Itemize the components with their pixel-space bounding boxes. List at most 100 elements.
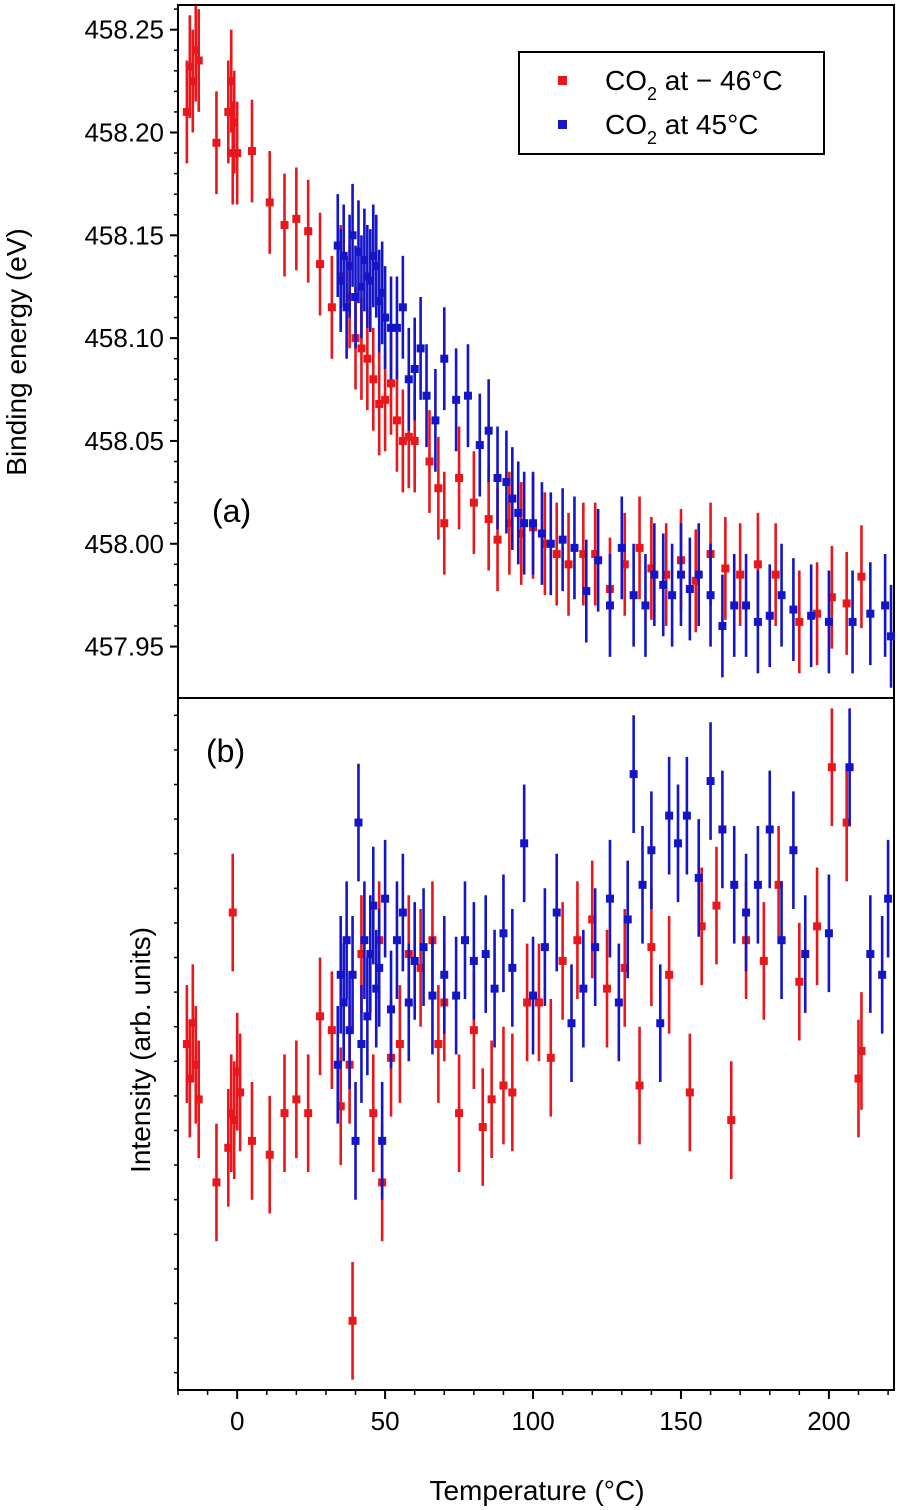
data-point-s0-61: [842, 551, 851, 655]
marker: [224, 1143, 233, 1152]
marker: [440, 519, 449, 528]
data-point-s0-34: [455, 426, 464, 530]
data-point-s1-12: [369, 204, 378, 308]
data-point-s0-7: [227, 29, 236, 133]
data-point-s0-13: [280, 173, 289, 277]
marker: [363, 354, 372, 363]
marker: [665, 811, 674, 820]
data-point-s1-62: [848, 570, 857, 674]
marker: [774, 880, 783, 889]
marker: [523, 998, 532, 1007]
marker: [635, 1081, 644, 1090]
marker: [351, 293, 360, 302]
marker: [182, 1040, 191, 1048]
data-point-s0-62: [857, 525, 866, 629]
marker: [333, 1060, 342, 1069]
marker: [410, 956, 419, 965]
data-point-s0-1: [185, 1019, 194, 1138]
data-point-s1-33: [514, 461, 523, 565]
data-point-s1-48: [668, 543, 677, 647]
marker: [333, 241, 342, 250]
y-tick-label-0: 457.95: [84, 632, 164, 662]
data-point-s1-23: [422, 344, 431, 448]
data-point-s1-46: [650, 523, 659, 627]
marker: [342, 303, 351, 312]
data-point-s1-5: [348, 183, 357, 287]
data-point-s1-63: [866, 562, 875, 666]
data-point-s1-32: [520, 784, 529, 903]
data-point-s1-54: [730, 554, 739, 657]
data-point-s1-29: [484, 379, 493, 483]
data-point-s1-50: [706, 722, 715, 840]
data-point-s0-52: [691, 529, 700, 633]
marker: [789, 605, 798, 614]
data-point-s1-45: [656, 964, 665, 1083]
marker: [603, 984, 612, 993]
data-point-s1-2: [339, 943, 348, 1062]
data-point-s1-39: [570, 496, 579, 600]
marker: [694, 570, 703, 579]
marker: [771, 570, 780, 579]
marker: [514, 508, 523, 517]
data-point-s0-17: [327, 255, 336, 359]
marker: [484, 426, 493, 435]
data-point-s1-62: [878, 915, 887, 1034]
data-point-s0-39: [523, 943, 532, 1062]
marker: [730, 601, 739, 610]
marker: [247, 1136, 256, 1145]
data-point-s1-59: [824, 874, 833, 993]
marker: [848, 617, 857, 626]
marker: [188, 1019, 197, 1028]
marker: [236, 1088, 245, 1097]
marker: [381, 313, 390, 322]
y-tick-label-4: 458.15: [84, 220, 164, 250]
data-point-s1-63: [884, 839, 893, 958]
marker: [372, 262, 381, 271]
data-point-s1-55: [742, 554, 751, 657]
marker: [360, 255, 369, 264]
marker: [357, 344, 366, 353]
data-point-s1-61: [866, 895, 875, 1013]
marker: [375, 963, 384, 972]
marker: [540, 943, 549, 952]
marker: [280, 1109, 289, 1118]
marker: [647, 846, 656, 855]
marker: [887, 632, 896, 641]
data-point-s1-48: [682, 756, 691, 875]
marker: [718, 825, 727, 834]
data-point-s0-12: [247, 1082, 256, 1200]
y-tick-label-6: 458.25: [84, 15, 164, 45]
data-point-s0-18: [327, 971, 336, 1089]
data-point-s0-46: [620, 909, 629, 1027]
marker: [502, 478, 511, 487]
marker: [765, 611, 774, 620]
data-point-s1-34: [540, 888, 549, 1006]
marker: [795, 617, 804, 626]
marker: [753, 617, 762, 626]
marker: [674, 839, 683, 848]
marker: [375, 297, 384, 306]
data-point-s1-8: [357, 985, 366, 1103]
panel-a: 457.95 458.00 458.05 458.10 458.15 458.20 458.…: [1, 4, 896, 699]
y-tick-label-1: 458.00: [84, 529, 164, 559]
marker: [375, 399, 384, 408]
data-point-s0-50: [662, 523, 671, 627]
data-point-s0-8: [228, 853, 237, 972]
data-point-s1-30: [493, 426, 502, 530]
x-axis-title: Temperature (°C): [429, 1475, 644, 1506]
marker: [227, 1109, 236, 1118]
legend-label-red: CO2 at − 46°C: [605, 65, 783, 104]
marker: [520, 839, 529, 848]
data-point-s0-28: [398, 389, 407, 493]
data-point-s1-58: [801, 895, 810, 1013]
data-point-s1-58: [777, 543, 786, 647]
marker: [348, 970, 357, 979]
marker: [552, 550, 561, 559]
x-tick-label-3: 150: [659, 1406, 702, 1436]
marker: [233, 1067, 242, 1076]
data-point-s0-23: [369, 327, 378, 431]
marker: [369, 901, 378, 910]
marker: [478, 1123, 487, 1132]
marker: [357, 282, 366, 291]
data-point-s1-59: [789, 558, 798, 661]
